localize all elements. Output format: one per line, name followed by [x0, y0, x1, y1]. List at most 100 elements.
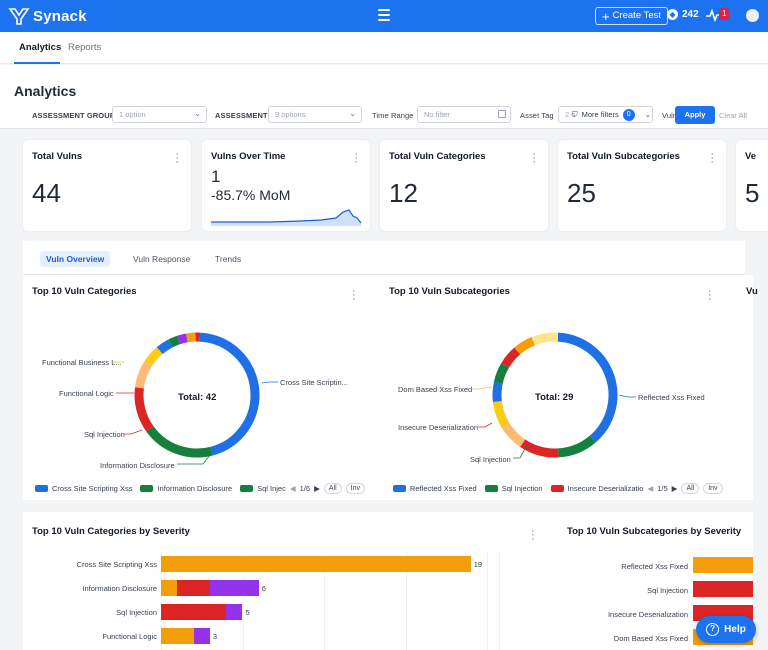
donut-slice[interactable]: [177, 333, 188, 345]
legend-all-button[interactable]: All: [323, 483, 342, 494]
bar-segment[interactable]: [161, 628, 194, 644]
more-options-icon[interactable]: · · ·: [708, 285, 712, 305]
notification-badge: 1: [719, 8, 730, 20]
donut-slice[interactable]: [557, 435, 596, 458]
time-range-label: Time Range: [372, 111, 414, 120]
bar-segment[interactable]: [161, 556, 471, 572]
clear-all-link[interactable]: Clear All: [719, 111, 747, 120]
more-options-icon[interactable]: · · ·: [531, 525, 535, 545]
tab-vuln-overview[interactable]: Vuln Overview: [40, 251, 111, 267]
more-options-icon[interactable]: · · ·: [354, 148, 358, 168]
points-icon: ◆: [667, 9, 678, 20]
kpi-title: Ve: [745, 151, 757, 162]
donut-slice[interactable]: [199, 332, 260, 456]
donut-slice[interactable]: [156, 339, 173, 355]
bar-segment[interactable]: [177, 580, 210, 596]
legend-item[interactable]: Reflected Xss Fixed: [410, 484, 477, 493]
more-filters-button[interactable]: ⛉ More filters 0 ⌄: [572, 106, 651, 123]
bar-segment[interactable]: [161, 604, 227, 620]
tab-reports[interactable]: Reports: [68, 42, 102, 53]
help-button[interactable]: ? Help: [696, 616, 756, 643]
bar-segment[interactable]: [226, 604, 243, 620]
donut-slice[interactable]: [134, 387, 154, 432]
kpi-value: 5: [745, 178, 760, 208]
legend-invert-button[interactable]: Inv: [345, 483, 365, 494]
donut-slice[interactable]: [557, 332, 618, 443]
donut-slice[interactable]: [501, 422, 526, 447]
prev-page-icon[interactable]: ◀: [289, 484, 296, 493]
legend-pager: ◀ 1/6 ▶ All Inv: [290, 483, 365, 494]
legend-all-button[interactable]: All: [681, 483, 700, 494]
synack-logo[interactable]: Synack: [8, 6, 87, 26]
legend-item[interactable]: Information Disclosure: [157, 484, 233, 493]
categories-legend: Cross Site Scripting Xss Information Dis…: [35, 483, 365, 494]
bar-segment[interactable]: [193, 628, 210, 644]
more-options-icon[interactable]: · · ·: [352, 285, 356, 305]
bar-value: 6: [261, 584, 266, 593]
time-range-input[interactable]: No filter: [417, 106, 511, 123]
callout-lines: [113, 361, 636, 465]
next-page-icon[interactable]: ▶: [671, 484, 678, 493]
legend-item[interactable]: Sql Injection: [501, 484, 543, 493]
create-test-label: Create Test: [612, 10, 661, 21]
donut-slice[interactable]: [514, 337, 536, 355]
sub-bar[interactable]: [693, 581, 753, 597]
legend-item[interactable]: Sql Injec: [257, 484, 286, 493]
sub-bar[interactable]: [693, 557, 753, 573]
tab-analytics[interactable]: Analytics: [19, 42, 62, 53]
kpi-card-total-vuln-subcategories: Total Vuln Subcategories · · · 25: [558, 140, 726, 231]
more-options-icon[interactable]: · · ·: [710, 148, 714, 168]
bar-label: Insecure Deserialization: [607, 610, 688, 619]
activity-icon[interactable]: [706, 8, 722, 22]
calendar-icon: [498, 110, 506, 118]
assessment-select[interactable]: 9 options ⌄: [268, 106, 362, 123]
tab-trends[interactable]: Trends: [215, 254, 242, 264]
apply-button[interactable]: Apply: [675, 106, 715, 124]
bar-value: 19: [473, 560, 483, 569]
legend-item[interactable]: Cross Site Scripting Xss: [52, 484, 133, 493]
next-page-icon[interactable]: ▶: [314, 484, 320, 493]
donut-slice[interactable]: [134, 361, 153, 389]
more-options-icon[interactable]: · · ·: [532, 148, 536, 168]
kpi-value: 25: [567, 178, 596, 208]
categories-donut[interactable]: [127, 325, 267, 465]
user-avatar[interactable]: [746, 9, 759, 22]
bar-label: Sql Injection: [116, 608, 157, 617]
nav-tabs: Analytics Reports: [0, 32, 768, 64]
legend-item[interactable]: Insecure Deserializatio: [567, 484, 644, 493]
points-display[interactable]: ◆ 242: [667, 9, 699, 20]
bar-segment[interactable]: [161, 580, 178, 596]
create-test-button[interactable]: + Create Test: [595, 7, 668, 25]
gridline: [324, 552, 325, 650]
donut-slice[interactable]: [493, 363, 510, 384]
legend-invert-button[interactable]: Inv: [703, 483, 723, 494]
kpi-value: 12: [389, 178, 418, 208]
tab-vuln-response[interactable]: Vuln Response: [133, 254, 191, 264]
bar-segment[interactable]: [209, 580, 259, 596]
sparkline: [211, 209, 362, 226]
donut-slice[interactable]: [168, 335, 181, 348]
subcategories-total: Total: 29: [535, 392, 574, 403]
donut-slice[interactable]: [492, 381, 503, 403]
severity-chart-title: Top 10 Vuln Categories by Severity: [32, 526, 190, 537]
legend-swatch: [550, 485, 564, 492]
menu-icon[interactable]: [378, 9, 390, 21]
assessment-group-select[interactable]: 1 option ⌄: [112, 106, 207, 123]
categories-total: Total: 42: [178, 392, 217, 403]
donut-slice[interactable]: [531, 332, 559, 346]
subcategories-donut[interactable]: [485, 325, 625, 465]
callout-label: Information Disclosure: [100, 461, 175, 470]
filter-icon: ⛉: [572, 109, 578, 119]
legend-swatch: [484, 485, 498, 492]
gridline: [405, 552, 407, 650]
more-options-icon[interactable]: · · ·: [175, 148, 179, 168]
donut-slice[interactable]: [492, 400, 510, 428]
donut-slice[interactable]: [520, 439, 559, 458]
donut-slice[interactable]: [186, 332, 196, 343]
top-bar: Synack + Create Test ◆ 242 1: [0, 0, 768, 32]
donut-slice[interactable]: [501, 347, 521, 368]
prev-page-icon[interactable]: ◀: [647, 484, 654, 493]
donut-charts-section: Top 10 Vuln Categories · · · Top 10 Vuln S…: [23, 275, 758, 500]
donut-slice[interactable]: [146, 426, 213, 458]
donut-slice[interactable]: [144, 347, 163, 367]
